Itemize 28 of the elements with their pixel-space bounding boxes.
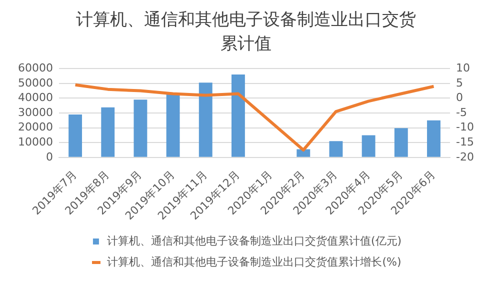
y2-tick-label: -10 <box>456 120 474 134</box>
y2-tick-label: -15 <box>456 135 474 148</box>
bar <box>329 141 343 157</box>
y-tick-label: 10000 <box>18 135 53 148</box>
bar <box>166 93 180 157</box>
bar <box>394 128 408 157</box>
y2-tick-label: -20 <box>456 150 474 164</box>
y-tick-label: 40000 <box>18 91 53 104</box>
y-tick-label: 30000 <box>18 106 53 119</box>
bar <box>134 100 148 157</box>
chart-title: 计算机、通信和其他电子设备制造业出口交货累计值 <box>75 9 417 56</box>
legend-label: 计算机、通信和其他电子设备制造业出口交货值累计增长(%) <box>107 255 402 268</box>
bar <box>198 82 212 157</box>
y2-tick-label: 5 <box>456 76 464 90</box>
y-tick-label: 50000 <box>18 76 53 90</box>
bar <box>427 120 440 157</box>
bar <box>232 74 245 157</box>
bar <box>362 135 376 157</box>
y2-tick-label: 0 <box>456 91 464 104</box>
y-tick-label: 60000 <box>18 61 53 74</box>
legend-label: 计算机、通信和其他电子设备制造业出口交货值累计值(亿元) <box>106 234 402 248</box>
y-tick-label: 20000 <box>18 120 53 134</box>
y2-tick-label: -5 <box>456 106 468 119</box>
y-tick-label: 0 <box>46 150 53 164</box>
y2-tick-label: 10 <box>456 61 470 74</box>
bar <box>101 107 115 157</box>
bar <box>296 149 310 157</box>
bar <box>68 114 82 157</box>
